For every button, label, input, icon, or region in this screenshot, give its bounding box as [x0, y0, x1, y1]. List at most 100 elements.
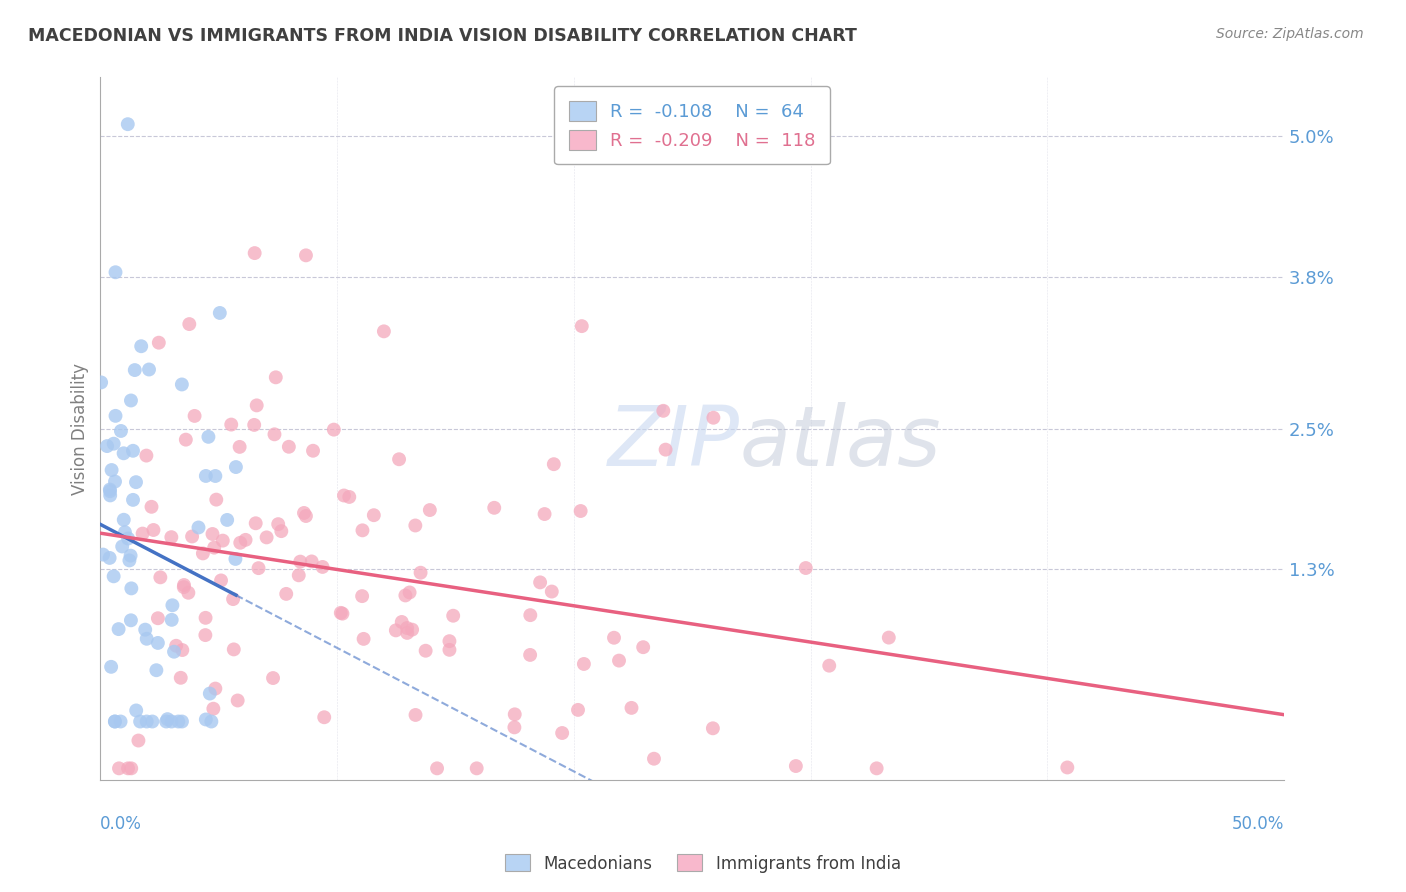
Point: [135, 449, 157, 463]
Point: [607, 654, 630, 668]
Point: [146, 611, 169, 625]
Point: [301, 554, 323, 568]
Point: [353, 632, 375, 646]
Point: [100, 463, 122, 477]
Point: [287, 568, 309, 582]
Point: [124, 363, 146, 377]
Point: [134, 623, 156, 637]
Point: [391, 615, 413, 629]
Point: [191, 546, 214, 560]
Point: [533, 507, 555, 521]
Point: [620, 701, 643, 715]
Point: [439, 634, 461, 648]
Point: [332, 607, 354, 621]
Text: MACEDONIAN VS IMMIGRANTS FROM INDIA VISION DISABILITY CORRELATION CHART: MACEDONIAN VS IMMIGRANTS FROM INDIA VISI…: [28, 27, 858, 45]
Point: [174, 433, 197, 447]
Point: [200, 714, 222, 729]
Point: [529, 575, 551, 590]
Point: [104, 265, 127, 279]
Point: [142, 523, 165, 537]
Point: [104, 409, 127, 423]
Point: [631, 640, 654, 655]
Point: [122, 443, 145, 458]
Point: [465, 761, 488, 775]
Point: [103, 569, 125, 583]
Point: [146, 636, 169, 650]
Point: [503, 720, 526, 734]
Point: [117, 761, 139, 775]
Point: [167, 714, 190, 729]
Point: [135, 632, 157, 646]
Point: [173, 580, 195, 594]
Point: [396, 626, 419, 640]
Point: [818, 658, 841, 673]
Point: [551, 726, 574, 740]
Point: [398, 585, 420, 599]
Point: [165, 639, 187, 653]
Point: [103, 436, 125, 450]
Point: [569, 504, 592, 518]
Point: [866, 761, 889, 775]
Legend: Macedonians, Immigrants from India: Macedonians, Immigrants from India: [499, 847, 907, 880]
Point: [540, 584, 562, 599]
Point: [441, 608, 464, 623]
Point: [173, 578, 195, 592]
Point: [702, 721, 724, 735]
Point: [145, 663, 167, 677]
Point: [172, 643, 194, 657]
Y-axis label: Vision Disability: Vision Disability: [72, 363, 89, 495]
Point: [794, 561, 817, 575]
Point: [484, 500, 506, 515]
Point: [785, 759, 807, 773]
Point: [243, 246, 266, 260]
Point: [503, 707, 526, 722]
Point: [129, 339, 152, 353]
Point: [292, 506, 315, 520]
Point: [162, 599, 184, 613]
Point: [135, 714, 157, 729]
Point: [267, 517, 290, 532]
Point: [404, 518, 426, 533]
Point: [98, 550, 121, 565]
Point: [226, 693, 249, 707]
Point: [405, 708, 427, 723]
Point: [204, 469, 226, 483]
Point: [217, 513, 239, 527]
Point: [114, 525, 136, 540]
Text: Source: ZipAtlas.com: Source: ZipAtlas.com: [1216, 27, 1364, 41]
Point: [163, 645, 186, 659]
Point: [110, 714, 132, 729]
Text: atlas: atlas: [740, 402, 941, 483]
Point: [277, 440, 299, 454]
Point: [409, 566, 432, 580]
Point: [567, 703, 589, 717]
Point: [148, 335, 170, 350]
Point: [295, 248, 318, 262]
Point: [179, 317, 201, 331]
Point: [270, 524, 292, 538]
Point: [197, 430, 219, 444]
Point: [229, 535, 252, 549]
Point: [654, 442, 676, 457]
Point: [108, 761, 131, 775]
Point: [117, 117, 139, 131]
Point: [211, 533, 233, 548]
Point: [643, 752, 665, 766]
Point: [222, 642, 245, 657]
Point: [141, 500, 163, 514]
Point: [246, 398, 269, 412]
Point: [256, 530, 278, 544]
Point: [572, 657, 595, 671]
Point: [329, 606, 352, 620]
Point: [181, 529, 204, 543]
Point: [149, 570, 172, 584]
Point: [243, 417, 266, 432]
Point: [202, 702, 225, 716]
Point: [235, 533, 257, 547]
Point: [138, 362, 160, 376]
Point: [352, 589, 374, 603]
Point: [314, 710, 336, 724]
Point: [401, 623, 423, 637]
Point: [187, 520, 209, 534]
Point: [415, 644, 437, 658]
